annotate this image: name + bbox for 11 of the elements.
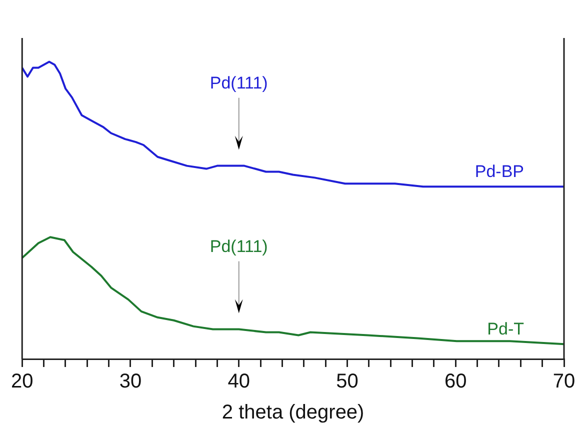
x-tick-label: 20	[11, 370, 34, 393]
annotation: Pd(111)	[210, 73, 268, 92]
annotation: Pd(111)	[210, 236, 268, 256]
x-tick-label: 40	[228, 370, 250, 393]
x-axis-title: 2 theta (degree)	[222, 402, 364, 424]
x-tick-label: 30	[119, 370, 142, 393]
x-tick-label: 60	[444, 370, 467, 393]
x-tick-label: 50	[336, 370, 358, 393]
x-tick-label: 70	[552, 370, 576, 393]
series-label: Pd-T	[487, 319, 524, 338]
series-label: Pd-BP	[474, 162, 524, 181]
